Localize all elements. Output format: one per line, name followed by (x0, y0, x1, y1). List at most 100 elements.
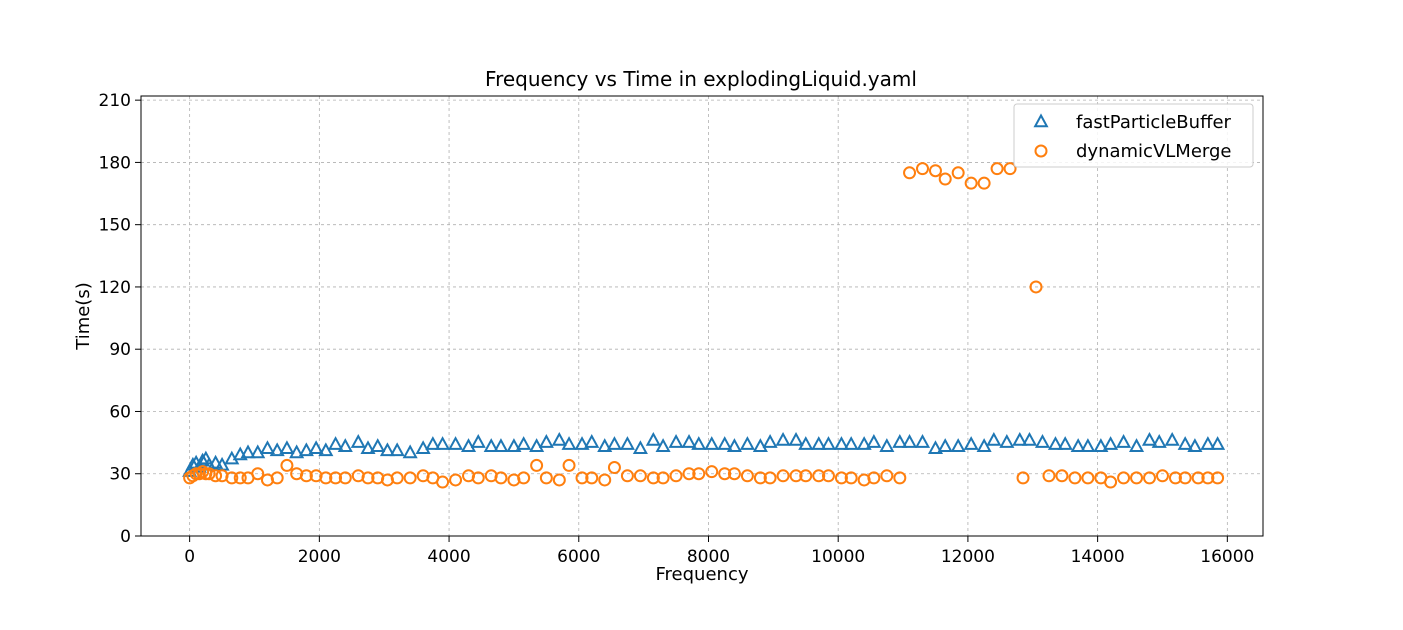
data-point-triangle (561, 436, 577, 450)
data-point-triangle (762, 434, 778, 448)
data-point-circle (1029, 280, 1043, 294)
data-point-circle (1016, 471, 1030, 485)
data-point-triangle (551, 431, 567, 446)
data-point-circle (812, 469, 826, 483)
x-tick-label: 2000 (298, 547, 341, 567)
data-point-circle (740, 469, 754, 483)
data-point-circle (1081, 471, 1095, 485)
data-point-circle (964, 176, 978, 190)
data-point-circle (705, 465, 719, 479)
data-point-triangle (574, 436, 590, 450)
data-point-triangle (379, 442, 395, 457)
data-point-circle (821, 469, 835, 483)
x-tick-label: 12000 (941, 547, 995, 567)
data-point-triangle (360, 440, 376, 455)
data-point-circle (789, 469, 803, 483)
legend-label: fastParticleBuffer (1076, 112, 1232, 133)
data-point-triangle (1151, 434, 1167, 448)
data-point-triangle (516, 436, 532, 450)
data-point-triangle (645, 431, 661, 446)
data-point-triangle (1034, 434, 1051, 448)
data-point-circle (225, 471, 239, 485)
data-point-triangle (927, 440, 944, 455)
data-point-triangle (529, 438, 545, 452)
legend-box (1013, 103, 1254, 168)
data-point-triangle (483, 438, 499, 452)
data-point-triangle (1012, 431, 1028, 446)
data-point-circle (682, 467, 696, 481)
legend-marker-circle (1034, 144, 1048, 158)
data-point-circle (299, 469, 313, 483)
data-point-circle (938, 172, 952, 186)
data-point-triangle (298, 442, 314, 457)
data-point-circle (718, 467, 732, 481)
data-point-triangle (350, 434, 366, 448)
x-tick-label: 0 (184, 547, 195, 567)
data-point-circle (251, 467, 265, 481)
data-point-circle (329, 471, 343, 485)
data-point-triangle (240, 444, 256, 459)
data-point-triangle (1177, 436, 1193, 450)
data-point-triangle (389, 442, 405, 457)
data-point-triangle (752, 438, 768, 452)
data-point-circle (280, 458, 294, 472)
data-point-circle (471, 471, 485, 485)
data-point-triangle (717, 436, 733, 450)
data-point-triangle (937, 438, 953, 452)
data-point-triangle (655, 438, 671, 452)
data-point-circle (1003, 162, 1017, 176)
data-point-triangle (632, 440, 648, 455)
x-tick-label: 8000 (687, 547, 730, 567)
data-point-circle (1168, 471, 1182, 485)
data-point-circle (1211, 471, 1225, 485)
data-point-triangle (691, 436, 707, 450)
data-point-triangle (538, 434, 554, 448)
data-point-circle (1117, 471, 1131, 485)
data-point-triangle (811, 436, 827, 450)
x-tick-label: 16000 (1200, 547, 1254, 567)
data-point-triangle (269, 442, 285, 457)
data-point-triangle (259, 440, 276, 455)
axis-ticks: 0 2000 4000 6000 8000 10000 12000 14000 16000 0 30… (99, 91, 1255, 567)
data-point-circle (436, 475, 450, 489)
data-point-circle (928, 164, 942, 178)
chart-title: Frequency vs Time in explodingLiquid.yam… (485, 67, 917, 91)
data-point-circle (585, 471, 599, 485)
data-point-triangle (668, 434, 684, 448)
data-point-triangle (425, 436, 441, 450)
data-point-circle (669, 469, 683, 483)
data-point-triangle (460, 438, 477, 452)
data-point-triangle (902, 434, 918, 448)
data-point-triangle (606, 436, 622, 450)
data-point-circle (562, 458, 576, 472)
data-point-triangle (833, 436, 849, 450)
data-point-circle (1155, 469, 1169, 483)
data-point-triangle (402, 444, 418, 459)
data-point-triangle (448, 436, 464, 450)
data-point-circle (977, 176, 991, 190)
data-point-circle (338, 471, 352, 485)
data-point-circle (539, 471, 553, 485)
series-fastParticleBuffer (182, 431, 1226, 477)
y-tick-label: 180 (99, 153, 131, 173)
data-point-triangle (788, 431, 804, 446)
data-point-triangle (704, 436, 720, 450)
data-point-triangle (866, 434, 882, 448)
data-point-triangle (820, 436, 837, 450)
y-tick-label: 0 (120, 527, 131, 547)
data-point-triangle (726, 438, 742, 452)
data-point-circle (319, 471, 333, 485)
data-point-triangle (914, 434, 931, 448)
data-point-triangle (1116, 434, 1132, 448)
x-tick-label: 6000 (557, 547, 600, 567)
data-point-triangle (470, 434, 486, 448)
data-point-circle (753, 471, 767, 485)
x-tick-label: 10000 (811, 547, 865, 567)
data-point-circle (202, 467, 216, 481)
data-point-circle (233, 471, 247, 485)
x-tick-label: 14000 (1071, 547, 1125, 567)
data-point-circle (403, 471, 417, 485)
data-point-triangle (1200, 436, 1216, 450)
data-point-triangle (681, 434, 697, 448)
